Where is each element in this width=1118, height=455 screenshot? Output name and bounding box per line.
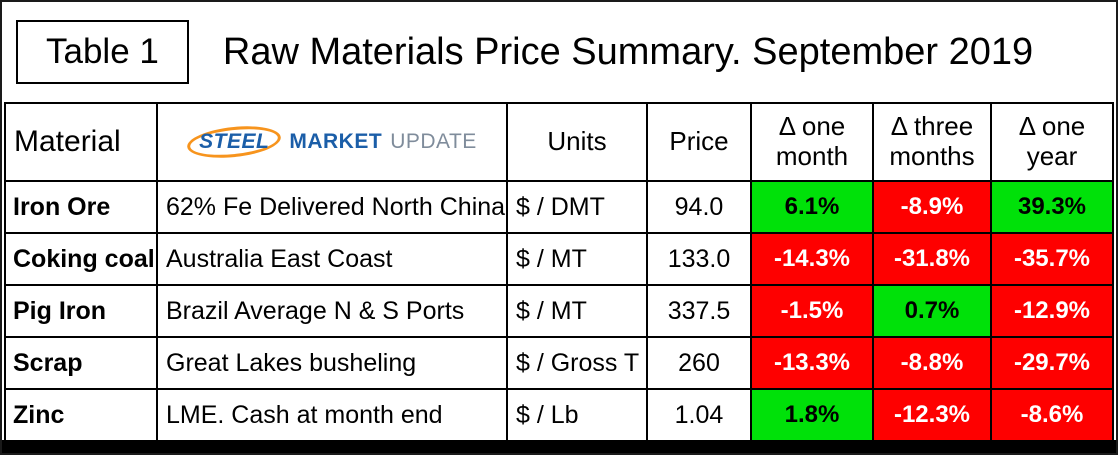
column-header-units: Units [506, 102, 648, 182]
delta-one-year-cell: 39.3% [990, 180, 1114, 234]
column-header-price: Price [646, 102, 752, 182]
table-number-box: Table 1 [16, 20, 189, 84]
logo-steel-text: STEEL [199, 129, 270, 153]
material-cell: Zinc [4, 388, 158, 442]
delta-one-month-cell: 1.8% [750, 388, 874, 442]
price-cell: 1.04 [646, 388, 752, 442]
price-cell: 133.0 [646, 232, 752, 286]
description-cell: LME. Cash at month end [156, 388, 508, 442]
table-row-scrap: Scrap Great Lakes busheling $ / Gross T … [4, 336, 1114, 390]
table-row-iron-ore: Iron Ore 62% Fe Delivered North China $ … [4, 180, 1114, 234]
logo-steel-wrap: STEEL [185, 122, 283, 162]
title-bar: Table 1 Raw Materials Price Summary. Sep… [2, 2, 1116, 102]
price-summary-table: Material STEEL MARKET UPDATE Units Price… [4, 102, 1114, 442]
delta-three-months-cell: 0.7% [872, 284, 992, 338]
units-cell: $ / MT [506, 284, 648, 338]
delta-three-months-cell: -12.3% [872, 388, 992, 442]
steel-market-update-logo: STEEL MARKET UPDATE [159, 122, 505, 162]
bottom-border-bar [2, 440, 1116, 453]
units-cell: $ / Lb [506, 388, 648, 442]
table-row-zinc: Zinc LME. Cash at month end $ / Lb 1.04 … [4, 388, 1114, 442]
description-cell: 62% Fe Delivered North China [156, 180, 508, 234]
price-cell: 260 [646, 336, 752, 390]
delta-three-months-cell: -8.9% [872, 180, 992, 234]
column-header-delta-one-year: Δ one year [990, 102, 1114, 182]
units-cell: $ / Gross T [506, 336, 648, 390]
logo-update-text: UPDATE [390, 129, 477, 153]
delta-one-year-cell: -8.6% [990, 388, 1114, 442]
logo-header-cell: STEEL MARKET UPDATE [156, 102, 508, 182]
column-header-delta-three-months: Δ three months [872, 102, 992, 182]
delta-one-month-cell: -14.3% [750, 232, 874, 286]
delta-one-year-cell: -35.7% [990, 232, 1114, 286]
table-row-coking-coal: Coking coal Australia East Coast $ / MT … [4, 232, 1114, 286]
description-cell: Brazil Average N & S Ports [156, 284, 508, 338]
logo-market-text: MARKET [289, 129, 383, 153]
material-cell: Pig Iron [4, 284, 158, 338]
delta-one-month-cell: 6.1% [750, 180, 874, 234]
column-header-delta-one-month: Δ one month [750, 102, 874, 182]
delta-three-months-cell: -8.8% [872, 336, 992, 390]
delta-one-month-cell: -1.5% [750, 284, 874, 338]
column-header-material: Material [4, 102, 158, 182]
material-cell: Coking coal [4, 232, 158, 286]
price-cell: 337.5 [646, 284, 752, 338]
table-row-pig-iron: Pig Iron Brazil Average N & S Ports $ / … [4, 284, 1114, 338]
material-cell: Iron Ore [4, 180, 158, 234]
description-cell: Great Lakes busheling [156, 336, 508, 390]
page-title: Raw Materials Price Summary. September 2… [222, 30, 1034, 73]
delta-three-months-cell: -31.8% [872, 232, 992, 286]
delta-one-month-cell: -13.3% [750, 336, 874, 390]
units-cell: $ / MT [506, 232, 648, 286]
description-cell: Australia East Coast [156, 232, 508, 286]
material-cell: Scrap [4, 336, 158, 390]
delta-one-year-cell: -12.9% [990, 284, 1114, 338]
table-header-row: Material STEEL MARKET UPDATE Units Price… [4, 102, 1114, 182]
units-cell: $ / DMT [506, 180, 648, 234]
price-cell: 94.0 [646, 180, 752, 234]
delta-one-year-cell: -29.7% [990, 336, 1114, 390]
